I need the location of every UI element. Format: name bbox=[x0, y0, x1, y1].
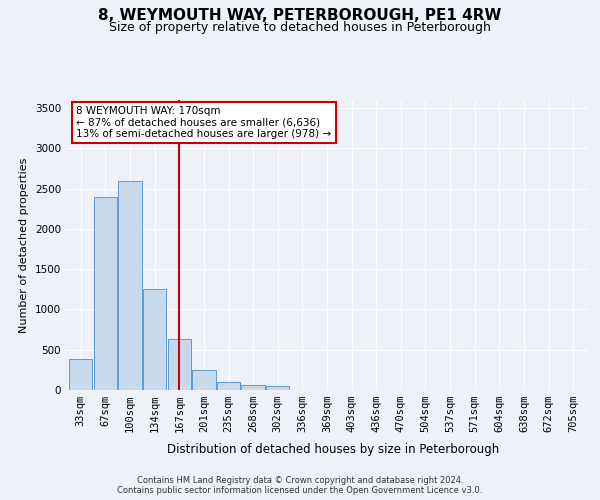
Text: Contains HM Land Registry data © Crown copyright and database right 2024.
Contai: Contains HM Land Registry data © Crown c… bbox=[118, 476, 482, 495]
Text: Distribution of detached houses by size in Peterborough: Distribution of detached houses by size … bbox=[167, 442, 499, 456]
Bar bbox=[266, 386, 289, 390]
Bar bbox=[167, 339, 191, 390]
Bar bbox=[94, 196, 117, 390]
Bar bbox=[241, 385, 265, 390]
Bar bbox=[192, 370, 215, 390]
Text: 8, WEYMOUTH WAY, PETERBOROUGH, PE1 4RW: 8, WEYMOUTH WAY, PETERBOROUGH, PE1 4RW bbox=[98, 8, 502, 22]
Bar bbox=[217, 382, 240, 390]
Y-axis label: Number of detached properties: Number of detached properties bbox=[19, 158, 29, 332]
Bar bbox=[69, 358, 92, 390]
Bar bbox=[143, 290, 166, 390]
Bar bbox=[118, 180, 142, 390]
Text: 8 WEYMOUTH WAY: 170sqm
← 87% of detached houses are smaller (6,636)
13% of semi-: 8 WEYMOUTH WAY: 170sqm ← 87% of detached… bbox=[76, 106, 332, 139]
Text: Size of property relative to detached houses in Peterborough: Size of property relative to detached ho… bbox=[109, 21, 491, 34]
